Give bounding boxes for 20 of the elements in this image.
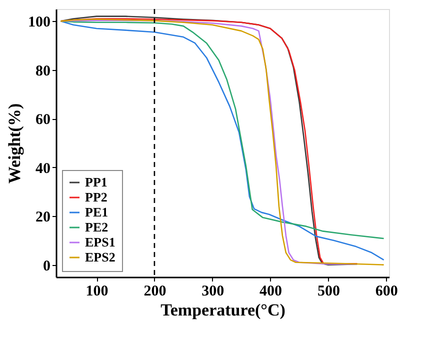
y-tick-label: 0: [43, 258, 50, 274]
legend-label: PP2: [85, 190, 108, 204]
y-tick-label: 60: [36, 112, 50, 128]
x-tick-label: 200: [144, 284, 166, 300]
x-tick-label: 600: [375, 284, 398, 300]
legend-label: EPS1: [85, 234, 116, 250]
x-tick-label: 400: [260, 284, 282, 300]
legend-label: PE2: [85, 220, 108, 234]
y-tick-label: 80: [36, 63, 50, 80]
x-tick-label: 500: [317, 284, 340, 300]
x-tick-label: 100: [86, 284, 108, 300]
y-tick-label: 20: [36, 210, 50, 226]
x-axis-title: Temperature(°C): [160, 300, 286, 320]
legend-label: PP1: [85, 174, 108, 190]
legend-label: EPS2: [85, 250, 116, 264]
y-tick-label: 40: [36, 160, 50, 177]
y-tick-label: 100: [28, 14, 50, 31]
legend-label: PE1: [85, 204, 108, 220]
x-tick-label: 300: [202, 284, 224, 300]
y-axis-title: Weight(%): [5, 103, 24, 184]
